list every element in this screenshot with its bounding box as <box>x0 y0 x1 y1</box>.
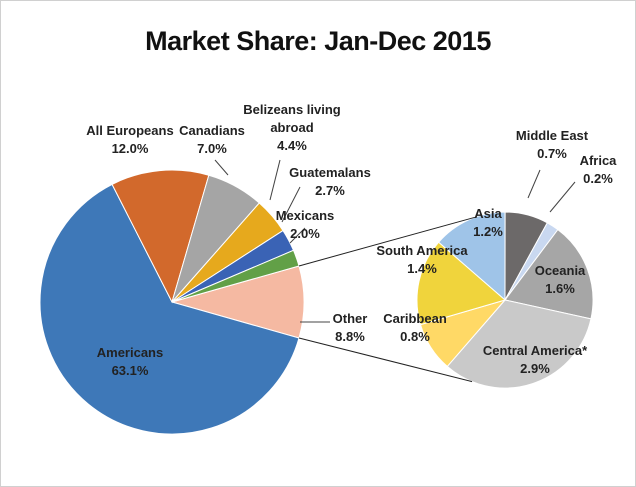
label-text: 7.0% <box>197 141 227 156</box>
label-text: South America <box>376 243 468 258</box>
label-text: 1.2% <box>473 224 503 239</box>
connector-line <box>298 216 476 267</box>
label-text: Asia <box>474 206 502 221</box>
leader-line <box>549 181 576 213</box>
data-label: Caribbean 0.8% <box>375 310 455 346</box>
label-text: 4.4% <box>277 138 307 153</box>
label-text: 1.6% <box>545 281 575 296</box>
data-label: Americans 63.1% <box>75 344 185 380</box>
label-text: Central America* <box>482 343 588 358</box>
data-label: South America 1.4% <box>367 242 477 278</box>
label-text: 0.2% <box>583 171 613 186</box>
label-text: 2.0% <box>290 226 320 241</box>
label-text: 63.1% <box>111 363 149 378</box>
data-label: Oceania 1.6% <box>520 262 600 298</box>
label-text: 1.4% <box>407 261 437 276</box>
label-text: Middle East <box>515 128 589 143</box>
label-text: Guatemalans <box>289 165 371 180</box>
label-text: Belizeans living abroad <box>243 102 341 135</box>
chart-title: Market Share: Jan-Dec 2015 <box>145 26 491 56</box>
leader-line <box>281 186 301 223</box>
label-text: All Europeans <box>86 123 174 138</box>
pie-slice <box>446 299 592 389</box>
data-label: Belizeans living abroad 4.4% <box>237 101 347 155</box>
label-text: Africa <box>579 153 617 168</box>
leader-line <box>214 159 229 176</box>
connector-line <box>298 337 473 383</box>
pie-slice <box>437 211 506 302</box>
data-label: All Europeans 12.0% <box>75 122 185 158</box>
pie-slice <box>111 169 210 304</box>
label-text: 0.8% <box>400 329 430 344</box>
data-label: Guatemalans 2.7% <box>280 164 380 200</box>
label-text: Other <box>332 311 368 326</box>
label-text: 8.8% <box>335 329 365 344</box>
label-text: Canadians <box>179 123 245 138</box>
label-text: 0.7% <box>537 146 567 161</box>
label-text: 12.0% <box>111 141 149 156</box>
label-text: 2.7% <box>315 183 345 198</box>
data-label: Asia 1.2% <box>458 205 518 241</box>
leader-line <box>269 159 281 201</box>
label-text: Oceania <box>534 263 586 278</box>
label-text: Americans <box>96 345 164 360</box>
pie-slice <box>39 183 300 435</box>
data-label: Central America* 2.9% <box>470 342 600 378</box>
data-label: Africa 0.2% <box>568 152 628 188</box>
label-text: Caribbean <box>383 311 447 326</box>
data-label: Mexicans 2.0% <box>260 207 350 243</box>
label-text: Mexicans <box>275 208 335 223</box>
data-label: Other 8.8% <box>320 310 380 346</box>
pie-slice <box>504 228 594 320</box>
leader-line <box>289 227 306 244</box>
data-label: Middle East 0.7% <box>502 127 602 163</box>
label-text: 2.9% <box>520 361 550 376</box>
data-label: Canadians 7.0% <box>167 122 257 158</box>
leader-line <box>527 169 541 199</box>
pie-slice <box>416 241 507 326</box>
